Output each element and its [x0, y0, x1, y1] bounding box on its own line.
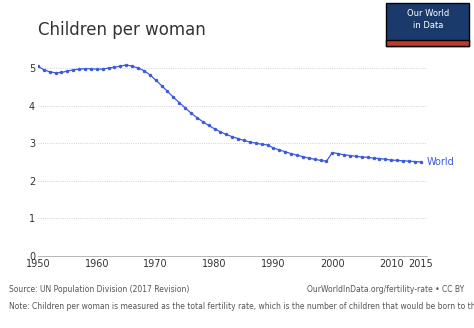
Text: Source: UN Population Division (2017 Revision): Source: UN Population Division (2017 Rev… [9, 285, 190, 294]
Text: Our World
in Data: Our World in Data [407, 10, 449, 30]
Text: OurWorldInData.org/fertility-rate • CC BY: OurWorldInData.org/fertility-rate • CC B… [307, 285, 465, 294]
FancyBboxPatch shape [386, 39, 469, 46]
Text: Note: Children per woman is measured as the total fertility rate, which is the n: Note: Children per woman is measured as … [9, 302, 474, 311]
FancyBboxPatch shape [386, 3, 469, 46]
Text: Children per woman: Children per woman [38, 21, 206, 39]
Text: World: World [426, 157, 454, 167]
